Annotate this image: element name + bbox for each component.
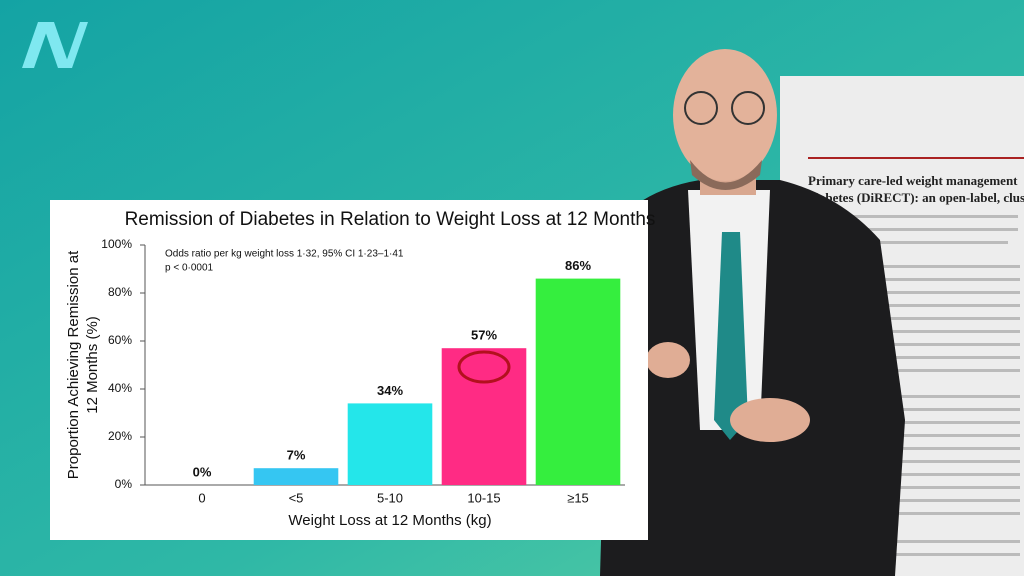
bar <box>347 403 433 485</box>
y-tick-label: 60% <box>108 333 132 347</box>
logo <box>22 22 88 68</box>
presenter <box>600 49 905 576</box>
bar <box>253 468 339 485</box>
x-tick-label: ≥15 <box>567 490 589 505</box>
annotation: Odds ratio per kg weight loss 1·32, 95% … <box>165 249 404 260</box>
y-tick-label: 100% <box>101 237 132 251</box>
x-tick-label: <5 <box>289 490 304 505</box>
y-axis-label: 12 Months (%) <box>84 316 101 414</box>
y-tick-label: 80% <box>108 285 132 299</box>
doc-body <box>808 215 1020 556</box>
y-tick-label: 0% <box>115 477 133 491</box>
value-label: 0% <box>193 464 212 479</box>
chart: Remission of Diabetes in Relation to Wei… <box>65 209 655 529</box>
y-tick-label: 20% <box>108 429 132 443</box>
value-label: 57% <box>471 328 497 343</box>
value-label: 86% <box>565 258 591 273</box>
bar <box>441 348 527 485</box>
y-tick-label: 40% <box>108 381 132 395</box>
x-tick-label: 0 <box>198 490 205 505</box>
highlight-circle <box>457 350 511 384</box>
chart-title: Remission of Diabetes in Relation to Wei… <box>125 209 656 230</box>
bar <box>535 278 621 485</box>
doc-title: Primary care-led weight management <box>808 173 1018 188</box>
annotation: p < 0·0001 <box>165 263 214 274</box>
doc-title: diabetes (DiRECT): an open-label, clust <box>808 190 1024 205</box>
y-axis-label: Proportion Achieving Remission at <box>65 250 82 479</box>
value-label: 34% <box>377 383 403 398</box>
x-tick-label: 10-15 <box>467 490 500 505</box>
x-axis-label: Weight Loss at 12 Months (kg) <box>288 512 491 529</box>
value-label: 7% <box>287 448 306 463</box>
x-tick-label: 5-10 <box>377 490 403 505</box>
